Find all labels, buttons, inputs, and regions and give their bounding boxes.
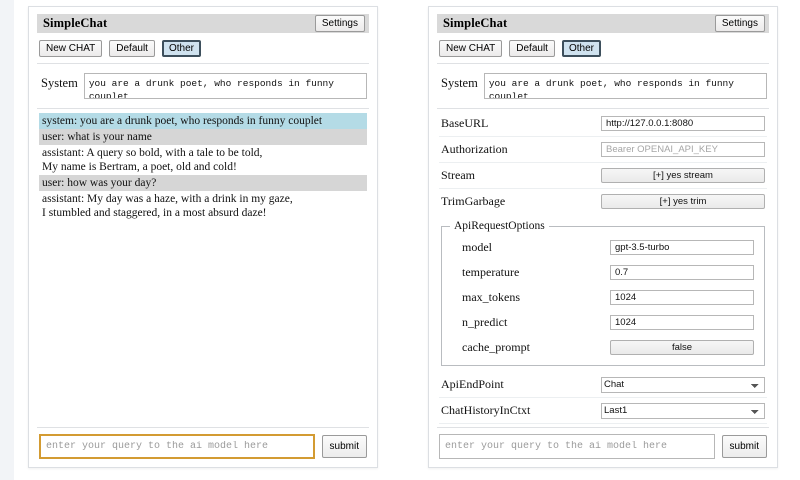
setting-input-n-predict[interactable] <box>610 315 754 330</box>
submit-button-right[interactable]: submit <box>721 435 767 458</box>
setting-row-stream: Stream [+] yes stream <box>439 162 767 188</box>
query-input-right[interactable] <box>439 434 715 459</box>
new-chat-button[interactable]: New CHAT <box>39 40 103 57</box>
setting-row-baseurl: BaseURL <box>439 111 767 136</box>
session-tab-other-right[interactable]: Other <box>561 40 601 57</box>
setting-row-n-predict: n_predict <box>450 310 756 335</box>
submit-button[interactable]: submit <box>321 435 367 458</box>
setting-input-baseurl[interactable] <box>601 116 765 131</box>
session-tab-default[interactable]: Default <box>109 40 155 57</box>
api-option-label-n-predict: n_predict <box>462 315 508 329</box>
chat-message-line: I stumbled and staggered, in a most absu… <box>42 207 267 219</box>
setting-control-wrap: false <box>610 340 754 355</box>
setting-input-authorization[interactable] <box>601 142 765 157</box>
chat-message-list[interactable]: system: you are a drunk poet, who respon… <box>37 109 369 427</box>
page-title: SimpleChat <box>43 16 108 30</box>
query-bar-right: submit <box>437 427 769 459</box>
system-prompt-input[interactable] <box>83 73 367 99</box>
chat-message-line: user: how was your day? <box>42 177 157 189</box>
setting-control-wrap: [+] yes stream <box>601 168 765 183</box>
setting-select-apiendpoint[interactable]: Chat <box>601 376 765 393</box>
setting-input-temperature[interactable] <box>610 265 754 280</box>
settings-list: BaseURL Authorization Stream [+] yes stream… <box>437 109 769 427</box>
setting-label-stream: Stream <box>441 168 475 182</box>
settings-button-right[interactable]: Settings <box>714 15 765 32</box>
chat-message-line: assistant: My day was a haze, with a dri… <box>42 193 293 205</box>
settings-panel: SimpleChat Settings New CHAT Default Oth… <box>428 6 778 468</box>
setting-row-model: model <box>450 235 756 260</box>
toolbar-divider-right <box>437 63 769 64</box>
chat-message-system: system: you are a drunk poet, who respon… <box>39 113 367 129</box>
system-prompt-label-right: System <box>441 76 478 90</box>
new-chat-button-right[interactable]: New CHAT <box>439 40 503 57</box>
setting-control-wrap <box>610 315 754 330</box>
setting-row-max-tokens: max_tokens <box>450 285 756 310</box>
api-request-options-group: ApiRequestOptions model temperature max_to… <box>441 220 765 366</box>
setting-row-chathistoryinctxt: ChatHistoryInCtxt Last1 <box>439 397 767 423</box>
page-title-right: SimpleChat <box>443 16 508 30</box>
setting-row-temperature: temperature <box>450 260 756 285</box>
settings-top-group: BaseURL Authorization Stream [+] yes stream… <box>439 111 767 214</box>
setting-input-model[interactable] <box>610 240 754 255</box>
api-option-label-model: model <box>462 240 492 254</box>
setting-row-completionfreshchatalways: CompletionFreshChatAlways[+] yes fresh <box>439 423 767 427</box>
setting-toggle-cache-prompt[interactable]: false <box>610 340 754 355</box>
setting-control-wrap <box>610 265 754 280</box>
system-prompt-input-right[interactable] <box>483 73 767 99</box>
chat-panel: SimpleChat Settings New CHAT Default Oth… <box>28 6 378 468</box>
chat-message-line: system: you are a drunk poet, who respon… <box>42 115 323 127</box>
setting-label-baseurl: BaseURL <box>441 116 489 130</box>
setting-row-apiendpoint: ApiEndPoint Chat <box>439 372 767 397</box>
setting-toggle-stream[interactable]: [+] yes stream <box>601 168 765 183</box>
chat-message-user: user: what is your name <box>39 129 367 145</box>
setting-select-chathistoryinctxt[interactable]: Last1 <box>601 402 765 419</box>
system-prompt-row-left: System <box>37 64 369 108</box>
system-divider-right <box>437 108 769 109</box>
chat-message-assistant: assistant: My day was a haze, with a dri… <box>39 191 367 221</box>
api-request-options-rows: model temperature max_tokens n_predictcache… <box>450 235 756 360</box>
chat-message-assistant: assistant: A query so bold, with a tale … <box>39 145 367 175</box>
settings-bottom-group: ApiEndPoint Chat ChatHistoryInCtxt Last1 Com… <box>439 372 767 427</box>
api-option-label-cache-prompt: cache_prompt <box>462 340 530 354</box>
chat-message-line: user: what is your name <box>42 131 152 143</box>
setting-row-authorization: Authorization <box>439 136 767 162</box>
setting-control-wrap <box>601 116 765 131</box>
setting-control-wrap: Chat <box>601 376 765 393</box>
setting-control-wrap: Last1 <box>601 402 765 419</box>
api-option-label-max-tokens: max_tokens <box>462 290 520 304</box>
setting-label-trimgarbage: TrimGarbage <box>441 194 506 208</box>
system-prompt-label: System <box>41 76 78 90</box>
setting-label-chathistoryinctxt: ChatHistoryInCtxt <box>441 403 531 417</box>
setting-control-wrap: [+] yes trim <box>601 194 765 209</box>
setting-label-apiendpoint: ApiEndPoint <box>441 377 504 391</box>
toolbar-divider-left <box>37 63 369 64</box>
api-request-options-legend: ApiRequestOptions <box>454 220 545 232</box>
setting-row-trimgarbage: TrimGarbage [+] yes trim <box>439 188 767 214</box>
setting-input-max-tokens[interactable] <box>610 290 754 305</box>
setting-control-wrap <box>610 290 754 305</box>
setting-row-cache-prompt: cache_prompt false <box>450 335 756 360</box>
system-prompt-row-right: System <box>437 64 769 108</box>
query-input[interactable] <box>39 434 315 459</box>
titlebar-left: SimpleChat Settings <box>37 14 369 33</box>
chat-toolbar-right: New CHAT Default Other <box>437 33 769 63</box>
system-divider-left <box>37 108 369 109</box>
chat-toolbar: New CHAT Default Other <box>37 33 369 63</box>
session-tab-default-right[interactable]: Default <box>509 40 555 57</box>
chat-message-line: My name is Bertram, a poet, old and cold… <box>42 161 237 173</box>
settings-button[interactable]: Settings <box>314 15 365 32</box>
api-option-label-temperature: temperature <box>462 265 520 279</box>
setting-label-authorization: Authorization <box>441 142 508 156</box>
chat-message-line: assistant: A query so bold, with a tale … <box>42 147 263 159</box>
left-edge-strip <box>0 0 14 480</box>
chat-message-user: user: how was your day? <box>39 175 367 191</box>
session-tab-other[interactable]: Other <box>161 40 201 57</box>
setting-toggle-trimgarbage[interactable]: [+] yes trim <box>601 194 765 209</box>
titlebar-right: SimpleChat Settings <box>437 14 769 33</box>
setting-control-wrap <box>610 240 754 255</box>
query-bar-left: submit <box>37 427 369 459</box>
setting-control-wrap <box>601 142 765 157</box>
